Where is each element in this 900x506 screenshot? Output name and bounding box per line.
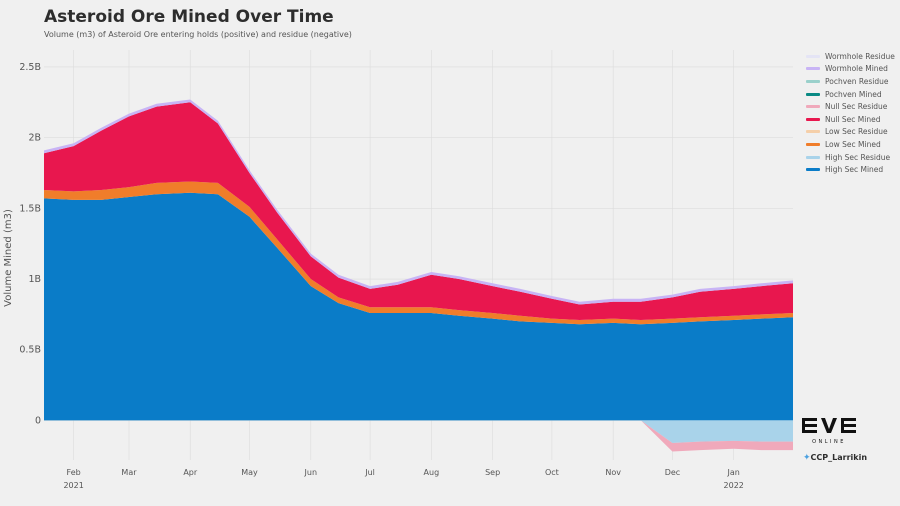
axis-layer: 0 0.5B 1B 1.5B 2B 2.5B Feb 2021 Mar Apr May Jun Jul A… <box>19 62 744 490</box>
legend-swatch <box>806 168 820 172</box>
x-tick-label: Apr <box>183 468 198 477</box>
chart-subtitle: Volume (m3) of Asteroid Ore entering hol… <box>44 30 352 39</box>
x-tick-label: Jan <box>727 468 740 477</box>
x-tick-label: Oct <box>545 468 559 477</box>
legend-item-null-sec-mined[interactable]: Null Sec Mined <box>806 113 895 126</box>
x-tick-label: Dec <box>665 468 680 477</box>
legend-swatch <box>806 92 820 96</box>
y-tick-label: 2.5B <box>19 62 41 73</box>
legend-item-high-sec-residue[interactable]: High Sec Residue <box>806 151 895 164</box>
series-area-low-sec-mined <box>44 181 793 325</box>
legend-item-low-sec-mined[interactable]: Low Sec Mined <box>806 138 895 151</box>
series-area-null-sec-mined <box>44 102 793 320</box>
y-tick-label: 0.5B <box>19 345 41 356</box>
series-area-high-sec-residue <box>44 420 793 443</box>
series-area-null-sec-residue <box>44 420 793 452</box>
legend-label: High Sec Residue <box>825 152 891 162</box>
legend-item-pochven-mined[interactable]: Pochven Mined <box>806 88 895 101</box>
legend-item-wormhole-mined[interactable]: Wormhole Mined <box>806 63 895 76</box>
eve-online-logo: ONLINE <box>802 418 856 445</box>
legend-swatch <box>806 117 820 121</box>
legend-swatch <box>806 79 820 83</box>
chart-title: Asteroid Ore Mined Over Time <box>44 7 334 27</box>
legend-label: Pochven Mined <box>825 89 882 99</box>
legend-item-wormhole-residue[interactable]: Wormhole Residue <box>806 50 895 63</box>
legend-label: Wormhole Residue <box>825 51 895 61</box>
legend-swatch <box>806 155 820 159</box>
x-tick-label: Mar <box>121 468 137 477</box>
legend: Wormhole Residue Wormhole Mined Pochven Re… <box>806 50 895 176</box>
legend-label: Null Sec Mined <box>825 114 881 124</box>
y-axis-label: Volume Mined (m3) <box>3 209 14 307</box>
legend-label: Wormhole Mined <box>825 64 888 74</box>
legend-item-low-sec-residue[interactable]: Low Sec Residue <box>806 126 895 139</box>
legend-swatch <box>806 142 820 146</box>
area-layer <box>44 99 793 452</box>
legend-label: Low Sec Mined <box>825 139 881 149</box>
y-tick-label: 2B <box>28 133 41 144</box>
legend-item-pochven-residue[interactable]: Pochven Residue <box>806 75 895 88</box>
legend-swatch <box>806 67 820 71</box>
x-tick-label: Jun <box>304 468 318 477</box>
legend-label: Low Sec Residue <box>825 127 888 137</box>
legend-swatch <box>806 54 820 58</box>
legend-swatch <box>806 105 820 109</box>
legend-swatch <box>806 130 820 134</box>
x-tick-label: Nov <box>605 468 621 477</box>
x-year-label: 2021 <box>63 481 83 490</box>
y-tick-label: 0 <box>35 415 41 426</box>
legend-label: High Sec Mined <box>825 165 884 175</box>
x-year-label: 2022 <box>724 481 744 490</box>
series-area-wormhole-mined <box>44 99 793 305</box>
x-tick-label: Sep <box>485 468 500 477</box>
y-tick-label: 1.5B <box>19 203 41 214</box>
author-handle: CCP_Larrikin <box>810 453 868 462</box>
legend-label: Pochven Residue <box>825 76 889 86</box>
legend-label: Null Sec Residue <box>825 102 888 112</box>
svg-text:ONLINE: ONLINE <box>812 439 846 445</box>
author-credit: ✦CCP_Larrikin <box>803 453 867 463</box>
legend-item-high-sec-mined[interactable]: High Sec Mined <box>806 163 895 176</box>
x-tick-label: Feb <box>67 468 81 477</box>
bird-icon: ✦ <box>803 453 811 463</box>
x-tick-label: May <box>241 468 258 477</box>
legend-item-null-sec-residue[interactable]: Null Sec Residue <box>806 100 895 113</box>
y-tick-label: 1B <box>28 274 41 285</box>
x-tick-label: Aug <box>424 468 440 477</box>
series-area-high-sec-mined <box>44 192 793 421</box>
x-tick-label: Jul <box>364 468 375 477</box>
